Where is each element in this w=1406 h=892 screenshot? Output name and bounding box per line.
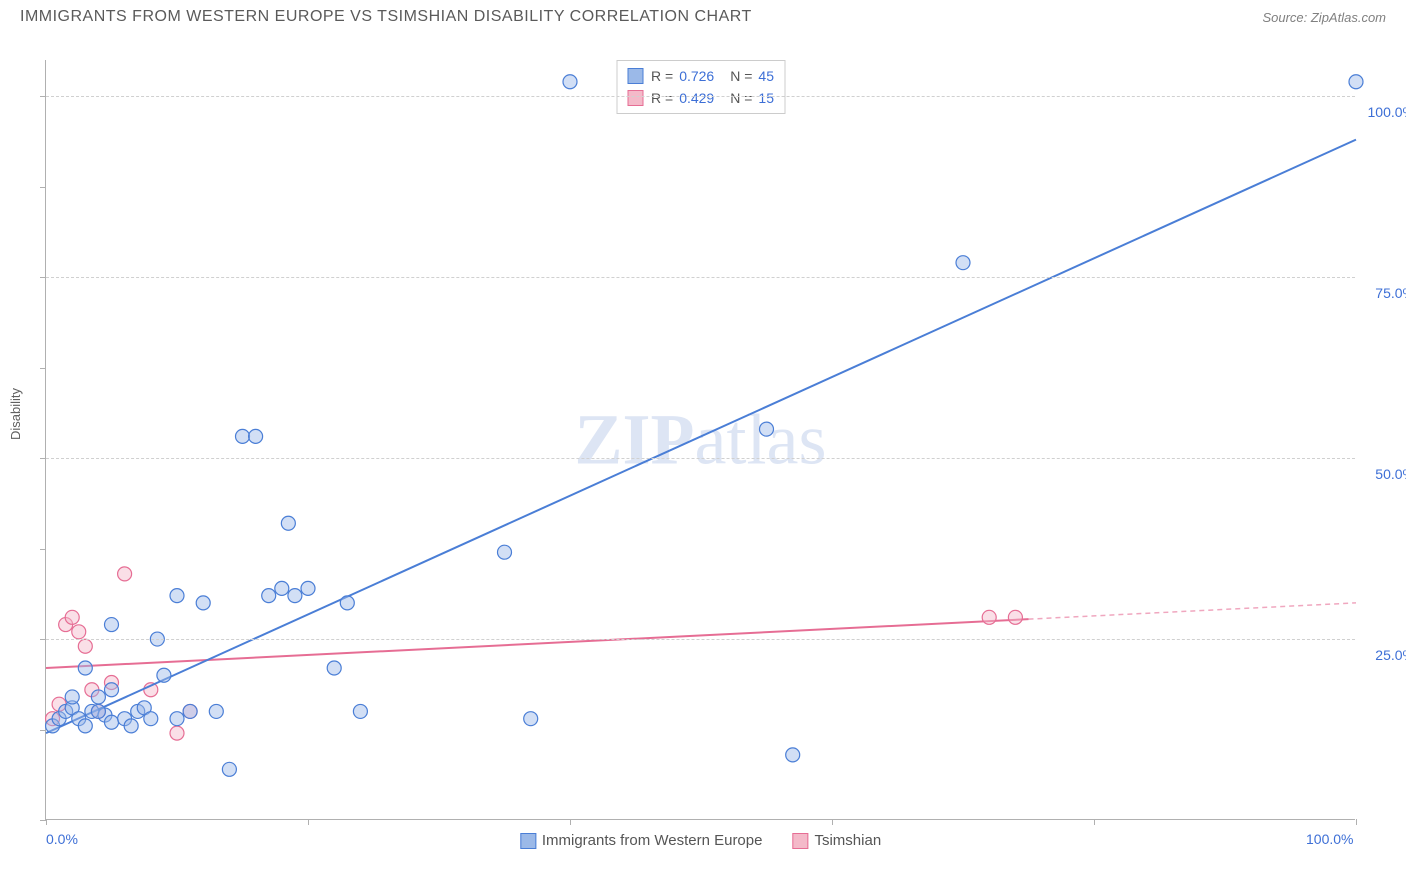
data-point <box>78 639 92 653</box>
x-tick <box>1356 819 1357 825</box>
gridline-h <box>46 277 1355 278</box>
data-point <box>157 668 171 682</box>
data-point <box>301 581 315 595</box>
data-point <box>524 712 538 726</box>
data-point <box>498 545 512 559</box>
stats-legend: R = 0.726 N = 45 R = 0.429 N = 15 <box>616 60 785 114</box>
data-point <box>209 704 223 718</box>
data-point <box>786 748 800 762</box>
x-tick <box>308 819 309 825</box>
y-grid-label: 100.0% <box>1368 104 1406 120</box>
y-tick <box>40 730 46 731</box>
data-point <box>249 429 263 443</box>
x-tick <box>1094 819 1095 825</box>
data-point <box>196 596 210 610</box>
source-attribution: Source: ZipAtlas.com <box>1262 10 1386 25</box>
regression-line-extrapolated <box>1029 603 1357 619</box>
data-point <box>144 712 158 726</box>
gridline-h <box>46 458 1355 459</box>
data-point <box>1008 610 1022 624</box>
data-point <box>170 589 184 603</box>
data-point <box>105 618 119 632</box>
data-point <box>91 690 105 704</box>
y-grid-label: 50.0% <box>1375 466 1406 482</box>
swatch-series-b <box>627 90 643 106</box>
data-point <box>340 596 354 610</box>
y-tick <box>40 277 46 278</box>
series-legend: Immigrants from Western Europe Tsimshian <box>520 832 881 849</box>
data-point <box>281 516 295 530</box>
x-axis-label: 0.0% <box>46 831 78 847</box>
data-point <box>275 581 289 595</box>
x-tick <box>570 819 571 825</box>
swatch-series-a <box>627 68 643 84</box>
swatch-series-b-icon <box>792 833 808 849</box>
data-point <box>105 683 119 697</box>
data-point <box>262 589 276 603</box>
data-point <box>982 610 996 624</box>
data-point <box>956 256 970 270</box>
y-tick <box>40 639 46 640</box>
data-point <box>327 661 341 675</box>
legend-item-b: Tsimshian <box>792 832 881 849</box>
y-grid-label: 25.0% <box>1375 647 1406 663</box>
x-axis-label: 100.0% <box>1306 831 1353 847</box>
y-grid-label: 75.0% <box>1375 285 1406 301</box>
data-point <box>65 690 79 704</box>
stats-legend-row-a: R = 0.726 N = 45 <box>627 65 774 87</box>
legend-item-a: Immigrants from Western Europe <box>520 832 763 849</box>
regression-line <box>46 619 1029 668</box>
legend-label-a: Immigrants from Western Europe <box>542 832 763 849</box>
data-point <box>563 75 577 89</box>
scatter-svg <box>46 60 1355 819</box>
y-tick <box>40 549 46 550</box>
data-point <box>183 704 197 718</box>
swatch-series-a-icon <box>520 833 536 849</box>
y-tick <box>40 96 46 97</box>
y-axis-label: Disability <box>8 388 23 440</box>
data-point <box>760 422 774 436</box>
chart-title: IMMIGRANTS FROM WESTERN EUROPE VS TSIMSH… <box>20 8 752 26</box>
data-point <box>288 589 302 603</box>
data-point <box>222 762 236 776</box>
stats-legend-row-b: R = 0.429 N = 15 <box>627 87 774 109</box>
x-tick <box>832 819 833 825</box>
x-tick <box>46 819 47 825</box>
data-point <box>78 719 92 733</box>
data-point <box>170 726 184 740</box>
data-point <box>91 704 105 718</box>
data-point <box>72 625 86 639</box>
data-point <box>1349 75 1363 89</box>
chart-plot-area: ZIPatlas R = 0.726 N = 45 R = 0.429 N = … <box>45 60 1355 820</box>
data-point <box>236 429 250 443</box>
gridline-h <box>46 639 1355 640</box>
y-tick <box>40 368 46 369</box>
gridline-h <box>46 96 1355 97</box>
legend-label-b: Tsimshian <box>814 832 881 849</box>
data-point <box>170 712 184 726</box>
y-tick <box>40 458 46 459</box>
data-point <box>65 610 79 624</box>
data-point <box>105 715 119 729</box>
data-point <box>124 719 138 733</box>
data-point <box>78 661 92 675</box>
data-point <box>353 704 367 718</box>
y-tick <box>40 187 46 188</box>
data-point <box>118 567 132 581</box>
